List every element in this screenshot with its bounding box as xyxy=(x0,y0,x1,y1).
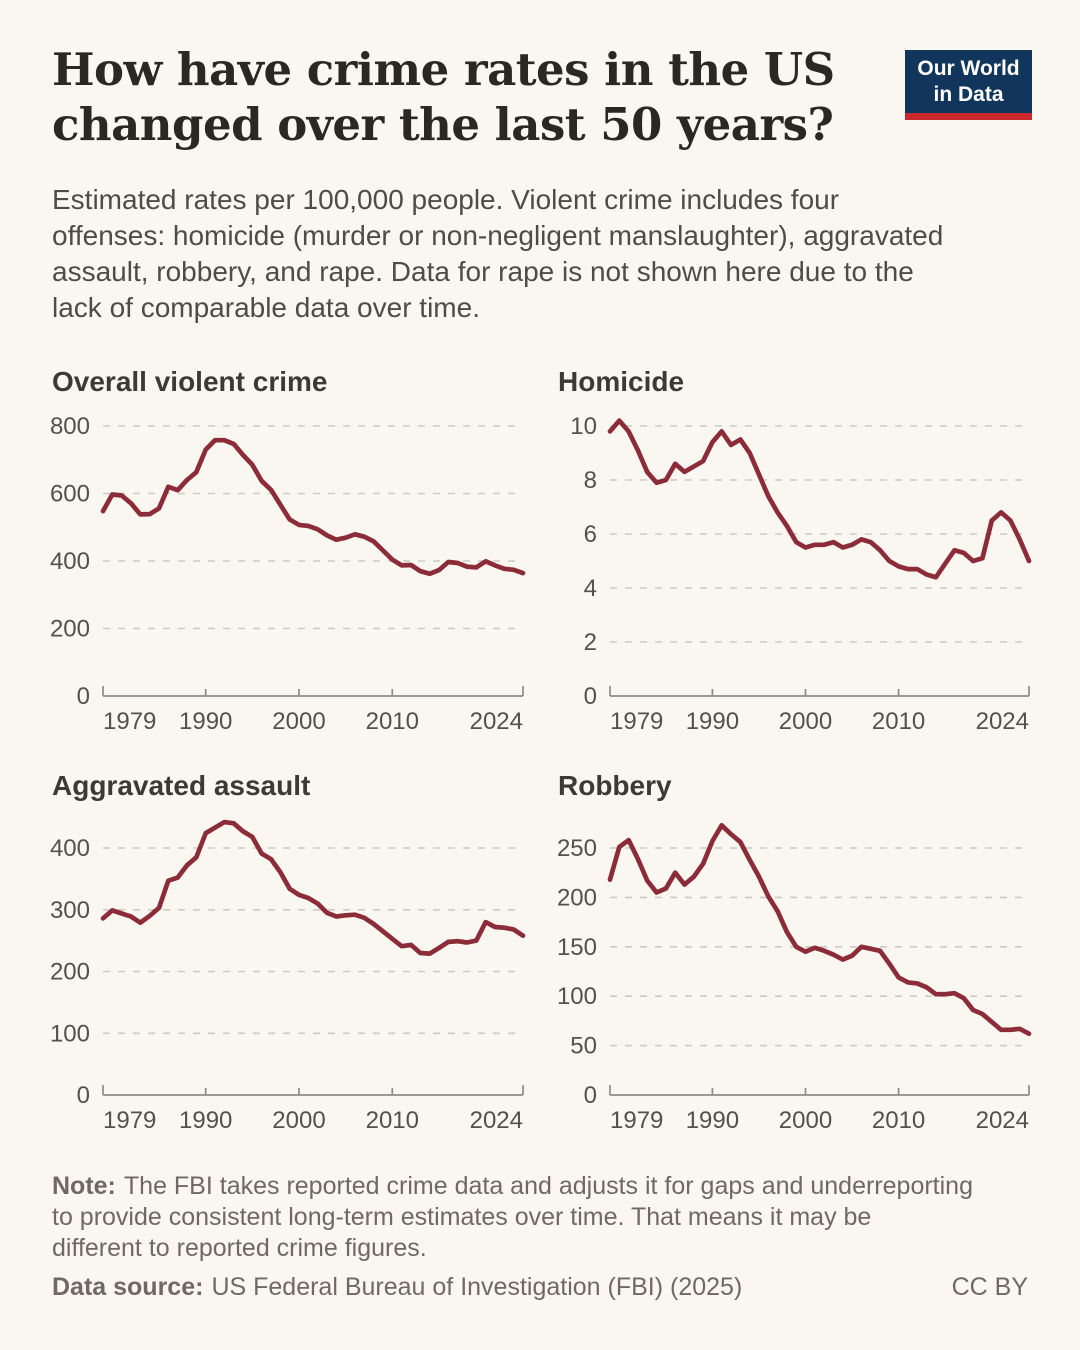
chart-title-robbery: Robbery xyxy=(558,770,672,801)
y-tick-label: 150 xyxy=(557,934,597,961)
x-tick-label: 1979 xyxy=(103,1107,156,1134)
owid-logo-line-1: Our World xyxy=(917,57,1020,80)
x-tick-label: 2010 xyxy=(872,1107,925,1134)
x-tick-label: 2024 xyxy=(470,708,523,735)
footnote: Note: The FBI takes reported crime data a… xyxy=(52,1171,1052,1264)
y-tick-label: 300 xyxy=(50,897,90,924)
y-tick-label: 6 xyxy=(584,521,597,548)
chart-title-homicide: Homicide xyxy=(558,366,685,397)
x-tick-label: 2024 xyxy=(976,708,1029,735)
footnote-label: Note: xyxy=(52,1172,116,1200)
data-source-text: US Federal Bureau of Investigation (FBI)… xyxy=(211,1273,743,1301)
data-source-label: Data source: xyxy=(52,1273,204,1301)
x-tick-label: 1979 xyxy=(103,708,156,735)
footnote-line-3: different to reported crime figures. xyxy=(52,1234,427,1262)
y-tick-label: 400 xyxy=(50,835,90,862)
x-tick-label: 1979 xyxy=(610,708,663,735)
series-line-homicide xyxy=(607,418,1032,580)
footnote-line-1: Note: The FBI takes reported crime data a… xyxy=(52,1171,1052,1202)
chart-title-aggravated-assault: Aggravated assault xyxy=(52,770,311,801)
source-row: Data source: US Federal Bureau of Investi… xyxy=(52,1272,1028,1303)
x-tick-label: 2000 xyxy=(272,708,325,735)
x-tick-label: 2024 xyxy=(976,1107,1029,1134)
subtitle-line-2: offenses: homicide (murder or non-neglig… xyxy=(52,220,944,251)
page-title-line-2: changed over the last 50 years? xyxy=(52,98,834,151)
y-tick-label: 0 xyxy=(77,1082,90,1109)
x-tick-label: 1990 xyxy=(686,708,739,735)
series-line-aggravated-assault xyxy=(100,819,526,956)
subtitle-line-3: assault, robbery, and rape. Data for rap… xyxy=(52,256,914,287)
y-tick-label: 200 xyxy=(50,959,90,986)
owid-logo-box: Our World in Data xyxy=(905,50,1032,113)
footnote-line-2: to provide consistent long-term estimate… xyxy=(52,1203,872,1231)
x-tick-label: 1990 xyxy=(179,708,232,735)
x-tick-label: 2010 xyxy=(366,708,419,735)
owid-logo-line-2: in Data xyxy=(933,83,1004,106)
y-tick-label: 2 xyxy=(584,629,597,656)
y-tick-label: 200 xyxy=(50,616,90,643)
y-tick-label: 800 xyxy=(50,413,90,440)
x-tick-label: 1990 xyxy=(179,1107,232,1134)
y-tick-label: 0 xyxy=(584,1082,597,1109)
x-tick-label: 1979 xyxy=(610,1107,663,1134)
license-badge: CC BY xyxy=(951,1273,1028,1301)
y-tick-label: 100 xyxy=(50,1020,90,1047)
y-tick-label: 4 xyxy=(584,575,597,602)
page-title: How have crime rates in the US changed o… xyxy=(52,42,835,152)
y-tick-label: 8 xyxy=(584,467,597,494)
owid-logo-red-bar xyxy=(905,113,1032,120)
y-tick-label: 100 xyxy=(557,983,597,1010)
y-tick-label: 400 xyxy=(50,548,90,575)
series-line-robbery xyxy=(607,822,1032,1037)
x-tick-label: 2010 xyxy=(872,708,925,735)
chart-subtitle: Estimated rates per 100,000 people. Viol… xyxy=(52,182,1052,326)
footnote-text-1: The FBI takes reported crime data and ad… xyxy=(123,1172,973,1200)
x-tick-label: 2000 xyxy=(272,1107,325,1134)
y-tick-label: 0 xyxy=(584,683,597,710)
x-tick-label: 2000 xyxy=(779,708,832,735)
y-tick-label: 600 xyxy=(50,481,90,508)
series-line-overall-violent-crime xyxy=(100,437,526,577)
subtitle-line-4: lack of comparable data over time. xyxy=(52,292,480,323)
owid-logo: Our World in Data xyxy=(905,50,1032,120)
x-tick-label: 2010 xyxy=(366,1107,419,1134)
chart-title-overall-violent-crime: Overall violent crime xyxy=(52,366,328,397)
x-tick-label: 1990 xyxy=(686,1107,739,1134)
data-source: Data source: US Federal Bureau of Investi… xyxy=(52,1272,742,1303)
y-tick-label: 0 xyxy=(77,683,90,710)
subtitle-line-1: Estimated rates per 100,000 people. Viol… xyxy=(52,184,840,215)
y-tick-label: 200 xyxy=(557,884,597,911)
page-title-line-1: How have crime rates in the US xyxy=(52,43,835,96)
x-tick-label: 2000 xyxy=(779,1107,832,1134)
y-tick-label: 50 xyxy=(570,1033,597,1060)
y-tick-label: 250 xyxy=(557,835,597,862)
y-tick-label: 10 xyxy=(570,413,597,440)
x-tick-label: 2024 xyxy=(470,1107,523,1134)
